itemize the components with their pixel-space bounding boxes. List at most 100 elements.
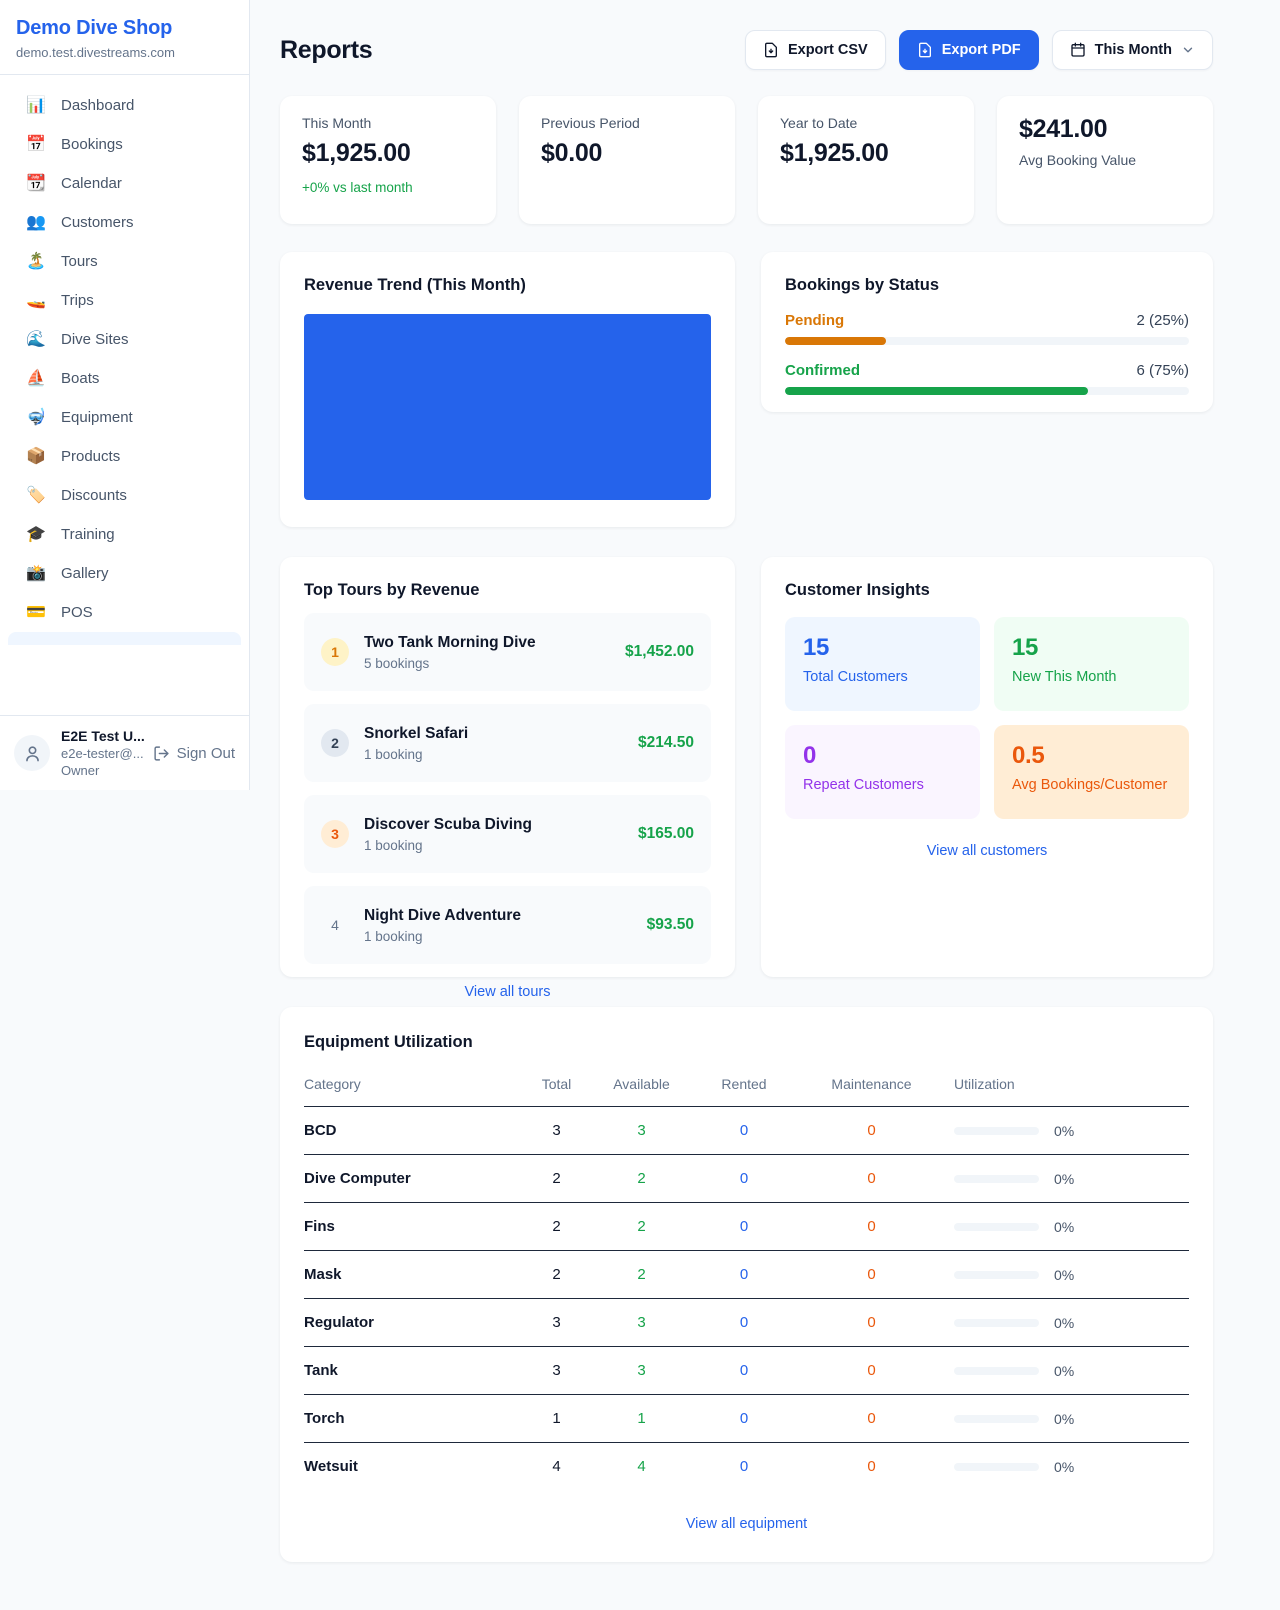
sidebar-item-customers[interactable]: 👥 Customers (8, 203, 241, 241)
utilization-bar (954, 1462, 1039, 1471)
cell-rented: 0 (684, 1250, 804, 1299)
island-icon: 🏝️ (26, 253, 46, 270)
insight-total-customers: 15 Total Customers (785, 617, 980, 711)
insight-value: 0 (803, 742, 817, 769)
tour-bookings: 1 booking (364, 837, 423, 853)
logout-icon (154, 745, 169, 761)
cell-total: 1 (514, 1394, 599, 1443)
rank-badge: 4 (331, 917, 339, 933)
status-label-pending: Pending (785, 312, 845, 329)
sidebar-item-label: Boats (61, 369, 100, 387)
status-value-pending: 2 (25%) (1136, 312, 1189, 329)
user-role: Owner (61, 763, 100, 778)
top-tours-title: Top Tours by Revenue (304, 581, 480, 599)
export-pdf-button[interactable]: Export PDF (898, 30, 1039, 70)
cell-available: 3 (599, 1298, 684, 1347)
insight-label: Avg Bookings/Customer (1012, 777, 1168, 793)
tour-row: 2 Snorkel Safari 1 booking $214.50 (304, 704, 711, 782)
sidebar-item-calendar[interactable]: 📆 Calendar (8, 164, 241, 202)
insight-label: New This Month (1012, 669, 1117, 685)
cell-category: Regulator (304, 1298, 514, 1347)
sidebar-item-bookings[interactable]: 📅 Bookings (8, 125, 241, 163)
view-all-equipment-link[interactable]: View all equipment (685, 1516, 808, 1532)
insight-label: Total Customers (803, 669, 908, 685)
sidebar-item-trips[interactable]: 🚤 Trips (8, 281, 241, 319)
progress-track (785, 337, 1189, 345)
utilization-percent: 0% (1054, 1362, 1075, 1379)
file-download-icon (764, 42, 777, 58)
cell-rented: 0 (684, 1202, 804, 1251)
user-meta: E2E Test U... e2e-tester@... Owner (61, 728, 145, 778)
sidebar-item-discounts[interactable]: 🏷️ Discounts (8, 476, 241, 514)
revenue-trend-chart (304, 314, 711, 500)
export-csv-button[interactable]: Export CSV (744, 30, 886, 70)
tour-bookings: 5 bookings (364, 655, 430, 671)
stat-label: Year to Date (780, 115, 858, 131)
cell-category: Dive Computer (304, 1154, 514, 1203)
utilization-percent: 0% (1054, 1410, 1075, 1427)
sidebar-item-label: Dashboard (61, 96, 135, 114)
calendar-icon: 📆 (26, 175, 46, 192)
table-row: Tank 3 3 0 0 0% (304, 1346, 1189, 1395)
sidebar-item-label: Training (61, 525, 115, 543)
credit-card-icon: 💳 (26, 604, 46, 621)
tag-icon: 🏷️ (26, 487, 46, 504)
tour-name: Discover Scuba Diving (364, 815, 532, 833)
cell-total: 2 (514, 1250, 599, 1299)
cell-total: 2 (514, 1154, 599, 1203)
calendar-date-icon: 📅 (26, 136, 46, 153)
table-row: Torch 1 1 0 0 0% (304, 1394, 1189, 1443)
tour-name: Two Tank Morning Dive (364, 633, 536, 651)
period-select[interactable]: This Month (1051, 30, 1213, 70)
cell-maintenance: 0 (804, 1250, 939, 1299)
table-row: Regulator 3 3 0 0 0% (304, 1298, 1189, 1347)
sidebar-item-tours[interactable]: 🏝️ Tours (8, 242, 241, 280)
cell-maintenance: 0 (867, 1458, 876, 1475)
status-row-pending: Pending 2 (25%) (785, 312, 1189, 345)
tour-name: Snorkel Safari (364, 724, 469, 742)
stat-label: This Month (302, 115, 372, 131)
sidebar-item-gallery[interactable]: 📸 Gallery (8, 554, 241, 592)
status-value-confirmed: 6 (75%) (1136, 362, 1189, 379)
stat-card-year-to-date: Year to Date $1,925.00 (758, 96, 974, 224)
cell-rented: 0 (684, 1154, 804, 1203)
cell-maintenance: 0 (804, 1346, 939, 1395)
column-header-utilization: Utilization (939, 1068, 1189, 1107)
sidebar-item-dive-sites[interactable]: 🌊 Dive Sites (8, 320, 241, 358)
rank-badge: 3 (321, 820, 349, 848)
sidebar-item-pos[interactable]: 💳 POS (8, 593, 241, 631)
table-header-row: Category Total Available Rented Maintena… (304, 1068, 1189, 1107)
table-row: Dive Computer 2 2 0 0 0% (304, 1154, 1189, 1203)
cell-rented: 0 (684, 1394, 804, 1443)
insights-grid: 15 Total Customers 15 New This Month 0 R… (785, 617, 1189, 819)
sidebar-item-products[interactable]: 📦 Products (8, 437, 241, 475)
sidebar-item-dashboard[interactable]: 📊 Dashboard (8, 86, 241, 124)
sidebar-item-training[interactable]: 🎓 Training (8, 515, 241, 553)
column-header-available: Available (599, 1068, 684, 1107)
stat-value: $0.00 (541, 139, 603, 167)
revenue-trend-card: Revenue Trend (This Month) (280, 252, 735, 527)
utilization-percent: 0% (1054, 1122, 1075, 1139)
cell-category: Wetsuit (304, 1458, 358, 1475)
sailboat-icon: ⛵ (26, 370, 46, 387)
sidebar-item-reports-active-partial[interactable] (8, 632, 241, 645)
view-all-tours-link[interactable]: View all tours (464, 984, 551, 1000)
column-header-total: Total (514, 1068, 599, 1107)
sidebar-header: Demo Dive Shop demo.test.divestreams.com (0, 0, 249, 75)
cell-maintenance: 0 (804, 1202, 939, 1251)
view-all-customers-link[interactable]: View all customers (926, 843, 1048, 859)
utilization-percent: 0% (1054, 1218, 1075, 1235)
rank-badge: 1 (321, 638, 349, 666)
utilization-percent: 0% (1054, 1314, 1075, 1331)
cell-category: Fins (304, 1202, 514, 1251)
sidebar-item-label: Gallery (61, 564, 109, 582)
sidebar-item-boats[interactable]: ⛵ Boats (8, 359, 241, 397)
tour-row: 1 Two Tank Morning Dive 5 bookings $1,45… (304, 613, 711, 691)
stat-label: Avg Booking Value (1019, 152, 1137, 168)
insight-new-this-month: 15 New This Month (994, 617, 1189, 711)
cell-category: Mask (304, 1250, 514, 1299)
insight-value: 15 (803, 634, 830, 661)
cell-maintenance: 0 (804, 1106, 939, 1155)
sign-out-button[interactable]: Sign Out (153, 745, 235, 762)
sidebar-item-equipment[interactable]: 🤿 Equipment (8, 398, 241, 436)
